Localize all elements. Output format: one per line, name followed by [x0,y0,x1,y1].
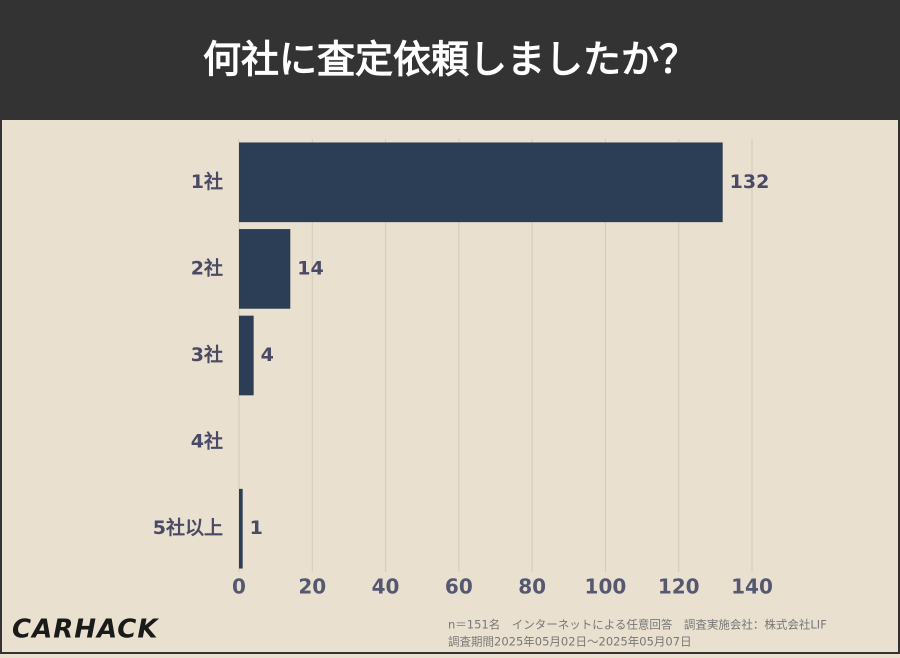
chart-title: 何社に査定依頼しましたか？ [203,38,697,82]
x-tick-label: 80 [518,575,546,599]
header [0,0,900,120]
x-tick-label: 20 [298,575,326,599]
x-tick-label: 120 [658,575,700,599]
value-label: 1 [250,517,263,539]
bar [239,315,254,396]
bar [239,229,291,309]
value-label: 4 [261,344,274,366]
note: 調査期間2025年05月02日〜2025年05月07日 [448,635,692,649]
y-tick-label: 4社 [191,430,223,453]
y-tick-label: 5社以上 [153,516,223,539]
y-tick-label: 3社 [191,343,223,366]
value-label: 132 [730,171,770,193]
y-tick-label: 1社 [191,170,223,193]
logo: CARHACK [12,615,159,645]
note: n＝151名 インターネットによる任意回答 調査実施会社：株式会社LIF [448,618,827,632]
x-tick-label: 40 [372,575,400,599]
x-tick-label: 60 [445,575,473,599]
value-label: 14 [297,257,323,279]
bar [239,488,243,569]
y-tick-label: 2社 [191,256,223,279]
x-tick-label: 140 [731,575,773,599]
bar [239,142,723,223]
x-tick-label: 100 [585,575,627,599]
x-tick-label: 0 [232,575,246,599]
